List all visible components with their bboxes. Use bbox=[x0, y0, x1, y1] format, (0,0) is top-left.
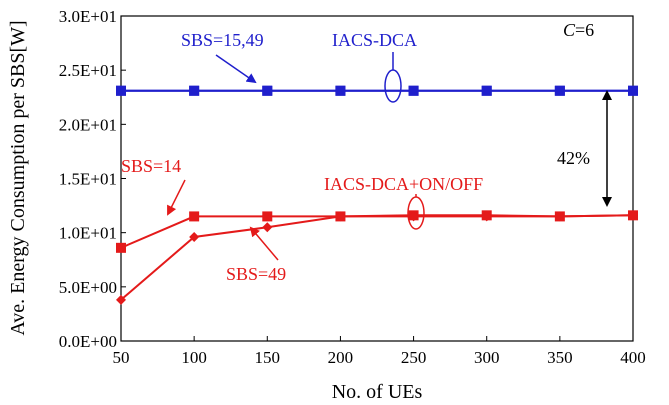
data-point bbox=[116, 85, 126, 96]
sbs-15-49-arrow bbox=[215, 54, 257, 84]
data-point bbox=[335, 211, 346, 222]
data-point bbox=[116, 242, 126, 253]
data-point bbox=[335, 85, 346, 96]
y-tick-label: 2.0E+01 bbox=[59, 115, 117, 134]
series-2 bbox=[116, 85, 638, 96]
iacs-dca-label: IACS-DCA bbox=[332, 30, 417, 50]
x-tick-label: 50 bbox=[113, 348, 130, 367]
data-point bbox=[408, 211, 419, 222]
sbs-15-49-label: SBS=15,49 bbox=[181, 30, 264, 50]
y-tick-label: 1.5E+01 bbox=[59, 170, 117, 189]
x-tick-label: 100 bbox=[181, 348, 207, 367]
x-tick-label: 350 bbox=[547, 348, 573, 367]
axis-layer: 0.0E+00 5.0E+00 1.0E+01 1.5E+01 2.0E+01 2.5E+… bbox=[59, 7, 646, 367]
x-tick-label: 250 bbox=[401, 348, 427, 367]
sbs-49-arrow bbox=[249, 226, 279, 261]
gap-percent-label: 42% bbox=[557, 148, 590, 168]
x-tick-label: 400 bbox=[620, 348, 646, 367]
x-tick-label: 150 bbox=[255, 348, 281, 367]
data-point bbox=[554, 85, 565, 96]
data-point bbox=[628, 210, 638, 221]
data-point bbox=[481, 211, 492, 222]
data-point bbox=[189, 211, 200, 222]
x-axis-title: No. of UEs bbox=[332, 381, 423, 403]
data-point bbox=[554, 211, 565, 222]
y-axis-title: Ave. Energy Consumption per SBS[W] bbox=[7, 20, 29, 335]
series-4 bbox=[116, 210, 638, 305]
data-point bbox=[628, 85, 638, 96]
data-point bbox=[189, 232, 200, 242]
data-point bbox=[262, 222, 273, 233]
y-tick-label: 1.0E+01 bbox=[59, 224, 117, 243]
c-label: C=6 bbox=[563, 20, 594, 40]
sbs-14-arrow bbox=[167, 179, 186, 216]
series-layer bbox=[116, 85, 638, 305]
data-point bbox=[262, 211, 273, 222]
sbs-14-label: SBS=14 bbox=[121, 156, 181, 176]
data-point bbox=[408, 85, 419, 96]
sbs-49-label: SBS=49 bbox=[226, 264, 286, 284]
series-line bbox=[120, 214, 634, 301]
data-point bbox=[481, 85, 492, 96]
iacs-dca-onoff-label: IACS-DCA+ON/OFF bbox=[324, 174, 483, 194]
x-tick-label: 200 bbox=[328, 348, 354, 367]
y-tick-label: 5.0E+00 bbox=[59, 278, 117, 297]
x-tick-label: 300 bbox=[474, 348, 500, 367]
y-tick-label: 2.5E+01 bbox=[59, 61, 117, 80]
data-point bbox=[116, 294, 126, 305]
y-tick-label: 3.0E+01 bbox=[59, 7, 117, 26]
data-point bbox=[262, 85, 273, 96]
plot-area bbox=[120, 15, 634, 342]
data-point bbox=[189, 85, 200, 96]
y-tick-label: 0.0E+00 bbox=[59, 332, 117, 351]
annotation-layer: C=6 SBS=15,49 IACS-DCA SBS=14 IACS-DCA+O… bbox=[121, 20, 612, 284]
